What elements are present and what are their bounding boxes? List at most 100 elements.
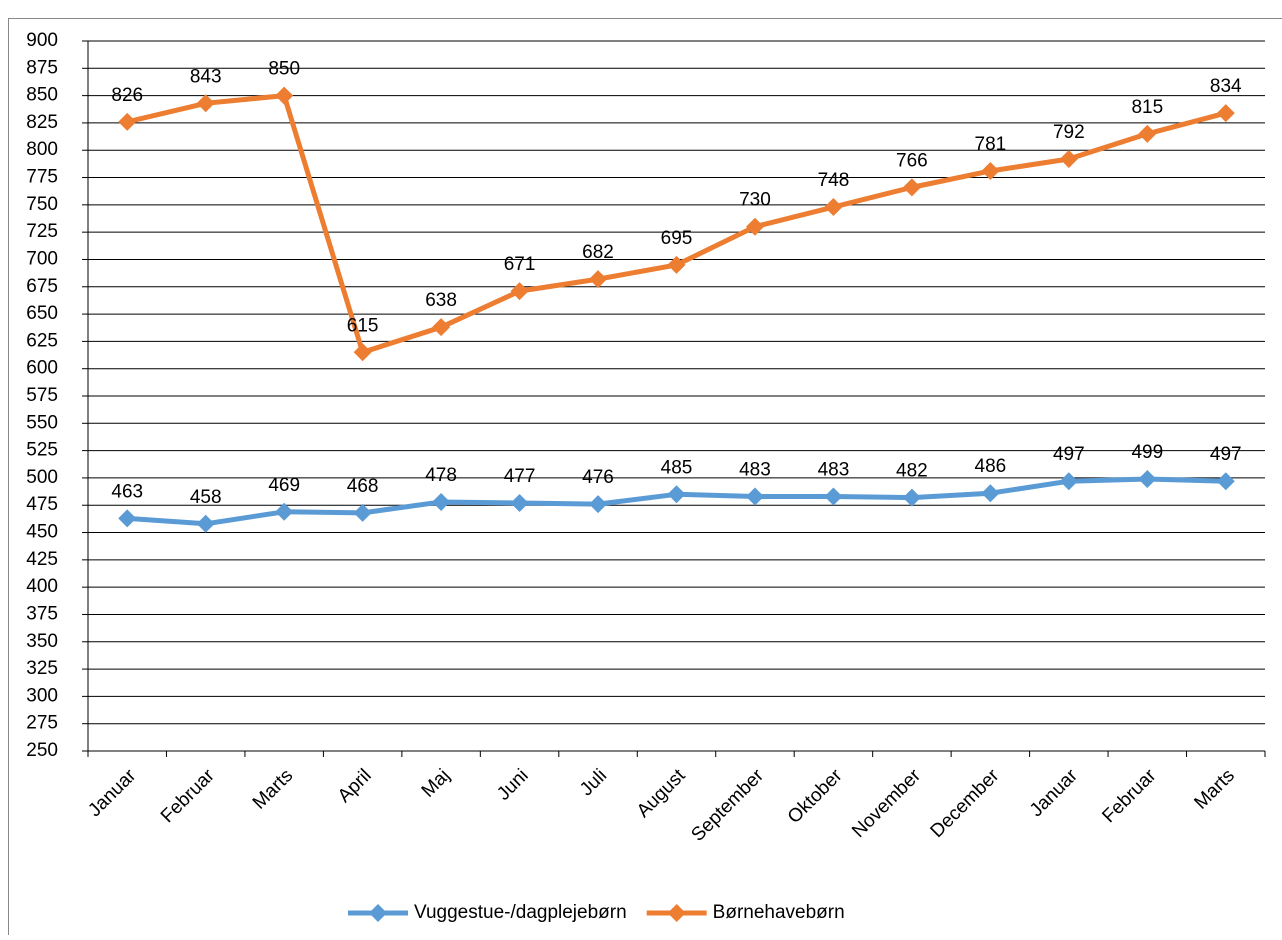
- y-tick-label: 750: [26, 194, 58, 215]
- y-tick-label: 425: [26, 549, 58, 570]
- point-marker: [824, 487, 842, 505]
- y-tick-label: 550: [26, 412, 58, 433]
- point-marker: [1217, 472, 1235, 490]
- y-tick-label: 375: [26, 603, 58, 624]
- y-tick-label: 625: [26, 330, 58, 351]
- x-tick-label: Oktober: [784, 765, 847, 828]
- point-marker: [1217, 104, 1235, 122]
- y-tick-label: 650: [26, 303, 58, 324]
- y-tick-label: 600: [26, 358, 58, 379]
- data-label: 748: [818, 170, 850, 191]
- data-label: 843: [190, 66, 222, 87]
- data-label: 483: [818, 460, 850, 481]
- data-label: 497: [1053, 444, 1085, 465]
- y-tick-label: 875: [26, 57, 58, 78]
- y-tick-label: 450: [26, 522, 58, 543]
- y-tick-label: 825: [26, 112, 58, 133]
- y-tick-label: 475: [26, 494, 58, 515]
- x-tick-label: Februar: [157, 765, 219, 827]
- data-label: 497: [1210, 444, 1242, 465]
- y-tick-label: 575: [26, 385, 58, 406]
- y-tick-label: 300: [26, 685, 58, 706]
- y-tick-label: 500: [26, 467, 58, 488]
- y-tick-label: 800: [26, 139, 58, 160]
- point-marker: [197, 515, 215, 533]
- point-marker: [354, 343, 372, 361]
- data-label: 615: [347, 315, 379, 336]
- point-marker: [589, 495, 607, 513]
- data-label: 458: [190, 487, 222, 508]
- data-label: 682: [582, 242, 614, 263]
- x-tick-label: December: [927, 765, 1004, 842]
- point-marker: [1060, 472, 1078, 490]
- point-marker: [903, 489, 921, 507]
- x-tick-label: Maj: [418, 765, 455, 802]
- point-marker: [1138, 470, 1156, 488]
- point-marker: [118, 509, 136, 527]
- x-tick-label: Marts: [1190, 765, 1238, 813]
- data-label: 671: [504, 254, 536, 275]
- point-marker: [589, 270, 607, 288]
- data-label: 485: [661, 457, 693, 478]
- point-marker: [1060, 150, 1078, 168]
- y-tick-label: 700: [26, 248, 58, 269]
- data-label: 476: [582, 467, 614, 488]
- data-label: 850: [268, 59, 300, 80]
- data-label: 792: [1053, 122, 1085, 143]
- data-label: 463: [111, 481, 143, 502]
- x-tick-label: Juni: [493, 765, 532, 804]
- y-tick-label: 250: [26, 740, 58, 761]
- y-tick-label: 900: [26, 30, 58, 51]
- data-label: 766: [896, 150, 928, 171]
- y-tick-label: 850: [26, 85, 58, 106]
- x-tick-label: Januar: [1026, 765, 1082, 821]
- point-marker: [668, 485, 686, 503]
- legend-marker: [369, 904, 387, 922]
- y-tick-label: 325: [26, 658, 58, 679]
- data-label: 477: [504, 466, 536, 487]
- y-tick-label: 775: [26, 167, 58, 188]
- point-marker: [432, 318, 450, 336]
- point-marker: [903, 178, 921, 196]
- legend-label: Vuggestue-/dagplejebørn: [414, 902, 627, 923]
- data-label: 482: [896, 461, 928, 482]
- data-label: 469: [268, 475, 300, 496]
- data-label: 695: [661, 228, 693, 249]
- x-tick-label: April: [334, 765, 376, 807]
- x-tick-label: September: [687, 765, 768, 846]
- point-marker: [824, 198, 842, 216]
- y-tick-label: 400: [26, 576, 58, 597]
- x-tick-label: November: [848, 765, 925, 842]
- point-marker: [511, 494, 529, 512]
- x-tick-label: August: [633, 765, 690, 822]
- point-marker: [275, 87, 293, 105]
- data-label: 730: [739, 190, 771, 211]
- point-marker: [746, 487, 764, 505]
- data-label: 834: [1210, 76, 1242, 97]
- data-label: 638: [425, 290, 457, 311]
- data-label: 486: [975, 456, 1007, 477]
- y-tick-label: 675: [26, 276, 58, 297]
- y-tick-label: 725: [26, 221, 58, 242]
- point-marker: [432, 493, 450, 511]
- data-label: 483: [739, 460, 771, 481]
- x-tick-label: Juli: [576, 765, 611, 800]
- x-tick-label: Januar: [84, 765, 140, 821]
- y-tick-label: 275: [26, 713, 58, 734]
- y-tick-label: 350: [26, 631, 58, 652]
- legend-marker: [668, 904, 686, 922]
- data-label: 781: [975, 134, 1007, 155]
- legend-label: Børnehavebørn: [713, 902, 845, 923]
- x-tick-label: Marts: [249, 765, 297, 813]
- data-label: 826: [111, 85, 143, 106]
- point-marker: [981, 484, 999, 502]
- point-marker: [511, 282, 529, 300]
- data-label: 499: [1131, 442, 1163, 463]
- point-marker: [1138, 125, 1156, 143]
- data-label: 815: [1131, 97, 1163, 118]
- data-label: 468: [347, 476, 379, 497]
- x-tick-label: Februar: [1098, 765, 1160, 827]
- data-label: 478: [425, 465, 457, 486]
